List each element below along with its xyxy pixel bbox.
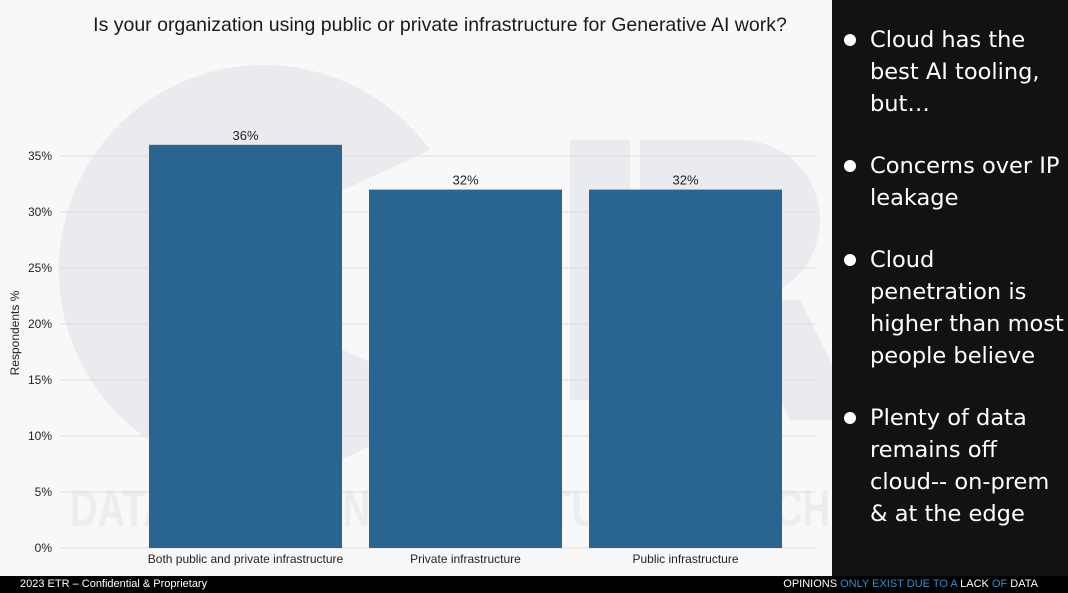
bar xyxy=(589,189,782,548)
data-label: 32% xyxy=(452,173,478,188)
footer-copyright: 2023 ETR – Confidential & Proprietary xyxy=(20,578,208,590)
footer: 2023 ETR – Confidential & Proprietary OP… xyxy=(0,576,1068,593)
tagline-part: OF xyxy=(991,578,1008,590)
notes-panel: Cloud has the best AI tooling, but… Conc… xyxy=(832,0,1068,576)
tagline-part: LACK xyxy=(960,578,992,590)
bar-chart: 0% 5% 10% 15% 20% 25% 30% 35% 36% Both public and… xyxy=(8,128,815,566)
bar xyxy=(149,144,342,549)
tagline-part: DATA xyxy=(1007,578,1038,590)
x-tick-label: Public infrastructure xyxy=(632,552,738,566)
y-tick-label: 25% xyxy=(28,261,52,275)
chart-panel: DATA IS SHAPING THE FUTURE OF TECH Is yo… xyxy=(0,0,832,576)
chart-title: Is your organization using public or pri… xyxy=(93,14,787,36)
data-label: 36% xyxy=(232,128,258,143)
bars xyxy=(149,144,782,549)
bullet-icon xyxy=(844,254,856,266)
x-tick-label: Both public and private infrastructure xyxy=(148,552,344,566)
y-axis-label: Respondents % xyxy=(8,290,22,375)
bullet-icon xyxy=(844,412,856,424)
y-tick-label: 10% xyxy=(28,429,52,443)
x-tick-label: Private infrastructure xyxy=(410,552,521,566)
note-item: Plenty of data remains off cloud-- on-pr… xyxy=(844,402,1068,530)
note-text: Cloud has the best AI tooling, but… xyxy=(870,27,1040,117)
labels: 0% 5% 10% 15% 20% 25% 30% 35% 36% Both public and… xyxy=(28,128,739,566)
y-tick-label: 35% xyxy=(28,149,52,163)
y-tick-label: 0% xyxy=(35,541,53,555)
y-tick-label: 15% xyxy=(28,373,52,387)
note-item: Cloud penetration is higher than most pe… xyxy=(844,244,1068,372)
tagline-part: OPINIONS xyxy=(783,578,841,590)
notes-list: Cloud has the best AI tooling, but… Conc… xyxy=(832,0,1068,530)
bar xyxy=(369,189,562,548)
y-tick-label: 20% xyxy=(28,317,52,331)
bullet-icon xyxy=(844,160,856,172)
y-tick-label: 5% xyxy=(35,485,53,499)
bullet-icon xyxy=(844,34,856,46)
note-text: Concerns over IP leakage xyxy=(870,153,1060,211)
y-tick-label: 30% xyxy=(28,205,52,219)
note-item: Concerns over IP leakage xyxy=(844,150,1068,214)
note-text: Plenty of data remains off cloud-- on-pr… xyxy=(870,405,1050,527)
note-item: Cloud has the best AI tooling, but… xyxy=(844,24,1068,120)
footer-tagline: OPINIONS ONLY EXIST DUE TO A LACK OF DAT… xyxy=(783,576,1038,593)
note-text: Cloud penetration is higher than most pe… xyxy=(870,247,1064,369)
data-label: 32% xyxy=(672,173,698,188)
tagline-part: ONLY EXIST DUE TO A xyxy=(840,578,961,590)
